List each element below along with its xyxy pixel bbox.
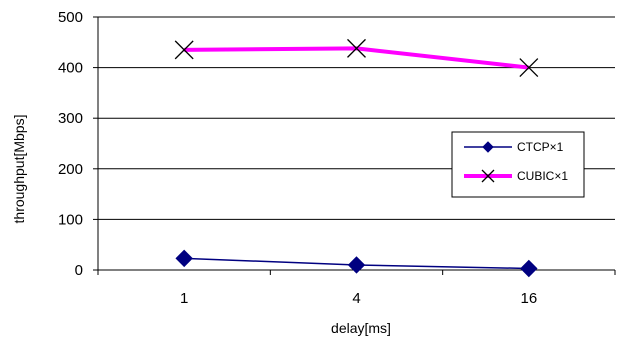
y-tick-label: 0 xyxy=(75,262,83,279)
legend-item: CUBIC×1 xyxy=(464,169,568,183)
legend-item: CTCP×1 xyxy=(464,140,564,154)
y-tick-label: 500 xyxy=(58,9,83,26)
series-2 xyxy=(174,38,539,78)
x-tick-label: 1 xyxy=(180,290,188,307)
x-tick-label: 4 xyxy=(352,290,360,307)
y-tick-label: 300 xyxy=(58,110,83,127)
x-tick-label: 16 xyxy=(520,290,537,307)
legend: CTCP×1 CUBIC×1 xyxy=(451,131,585,198)
series-layer xyxy=(174,38,539,278)
series-line xyxy=(184,46,530,70)
y-tick-label: 400 xyxy=(58,60,83,77)
legend-label: CUBIC×1 xyxy=(517,169,568,183)
diamond-marker xyxy=(175,249,193,268)
x-marker xyxy=(481,169,495,183)
series-1 xyxy=(175,249,538,278)
x-marker xyxy=(174,40,194,60)
diamond-marker xyxy=(347,256,366,274)
legend-box xyxy=(451,131,585,198)
x-tick-labels: 1 4 16 xyxy=(97,270,616,307)
y-tick-label: 100 xyxy=(58,211,83,228)
diamond-marker xyxy=(482,141,494,153)
y-tick-labels: 0 100 200 300 400 500 xyxy=(58,9,98,279)
y-tick-label: 200 xyxy=(58,161,83,178)
x-marker xyxy=(519,58,539,78)
x-axis-label: delay[ms] xyxy=(331,320,391,336)
legend-label: CTCP×1 xyxy=(517,140,564,154)
diamond-marker xyxy=(520,259,538,278)
y-axis-label: throughput[Mbps] xyxy=(11,115,27,224)
x-marker xyxy=(347,38,366,58)
